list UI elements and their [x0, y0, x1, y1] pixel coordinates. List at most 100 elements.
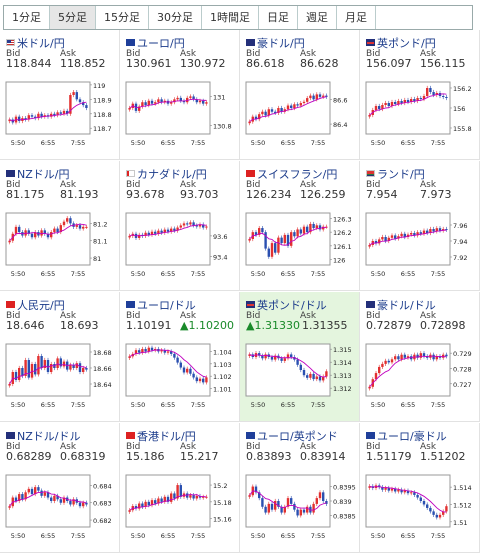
- candle: [170, 351, 173, 354]
- candle: [176, 485, 179, 499]
- price-chart[interactable]: 7.96 7.94 7.92 5:50 6:55 7:55: [360, 209, 480, 289]
- rate-panel[interactable]: ランド/円 Bid Ask 7.954 7.973 7.96 7.94 7.92 5:50 6:5…: [360, 161, 480, 291]
- candle: [403, 100, 406, 103]
- y-tick-label: 118.9: [93, 96, 112, 104]
- candle: [400, 233, 403, 237]
- candle: [24, 360, 27, 376]
- x-tick-label: 7:55: [431, 532, 446, 540]
- rate-panel[interactable]: 米ドル/円 Bid Ask 118.844 118.852 119 118.9 118.8 11…: [0, 30, 120, 160]
- rate-panel[interactable]: カナダドル/円 Bid Ask 93.678 93.703 93.6 93.4 5:50 6:5…: [120, 161, 240, 291]
- moving-average-line: [9, 223, 87, 242]
- price-chart[interactable]: 1.104 1.103 1.102 1.101 5:50 6:55 7:55: [120, 340, 240, 420]
- rate-panel[interactable]: ユーロ/円 Bid Ask 130.961 130.972 131 130.8 5:50 6:5…: [120, 30, 240, 160]
- ask-value: 118.852: [60, 57, 106, 70]
- price-chart[interactable]: 0.8395 0.839 0.8385 5:50 6:55 7:55: [240, 471, 360, 551]
- flag-icon: [6, 301, 15, 308]
- candle: [30, 233, 34, 238]
- candle: [384, 237, 387, 241]
- rate-panel[interactable]: 英ポンド/ドル Bid Ask ▲1.31330 1.31355 1.315 1.314 1.…: [240, 292, 360, 422]
- pair-link[interactable]: NZドル/ドル: [6, 428, 80, 444]
- y-tick-label: 1.314: [333, 359, 352, 367]
- y-tick-label: 81: [93, 255, 101, 263]
- tab-timeframe[interactable]: 1分足: [4, 6, 50, 29]
- rate-panel[interactable]: 豪ドル/円 Bid Ask 86.618 86.628 86.6 86.4 5:50 6:55 7…: [240, 30, 360, 160]
- price-chart[interactable]: 1.514 1.512 1.51 5:50 6:55 7:55: [360, 471, 480, 551]
- y-tick-label: 7.94: [453, 238, 467, 246]
- ask-value: 18.693: [60, 319, 99, 332]
- tab-timeframe[interactable]: 15分足: [96, 6, 149, 29]
- price-chart[interactable]: 86.6 86.4 5:50 6:55 7:55: [240, 78, 360, 158]
- candle: [43, 492, 46, 496]
- candle: [302, 101, 306, 104]
- rate-panel[interactable]: ユーロ/英ポンド Bid Ask 0.83893 0.83914 0.8395 0.839 0…: [240, 423, 360, 553]
- candle: [69, 364, 72, 370]
- pair-link[interactable]: 人民元/円: [6, 297, 65, 313]
- rate-panel[interactable]: 豪ドル/ドル Bid Ask 0.72879 0.72898 0.729 0.728 0.72…: [360, 292, 480, 422]
- price-chart[interactable]: 0.684 0.683 0.682 5:50 6:55 7:55: [0, 471, 120, 551]
- candle: [59, 225, 62, 233]
- price-chart[interactable]: 156.2 156 155.8 5:50 6:55 7:55: [360, 78, 480, 158]
- tab-timeframe[interactable]: 週足: [298, 6, 337, 29]
- candle: [426, 88, 429, 96]
- tab-timeframe[interactable]: 日足: [259, 6, 298, 29]
- pair-link[interactable]: 豪ドル/円: [246, 35, 305, 51]
- price-chart[interactable]: 18.68 18.66 18.64 5:50 6:55 7:55: [0, 340, 120, 420]
- rate-panel[interactable]: ユーロ/豪ドル Bid Ask 1.51179 1.51202 1.514 1.512 1.5…: [360, 423, 480, 553]
- pair-link[interactable]: 英ポンド/円: [366, 35, 436, 51]
- tab-timeframe[interactable]: 5分足: [50, 6, 96, 29]
- candle: [368, 486, 371, 488]
- price-chart[interactable]: 126.3 126.2 126.1 126 5:50 6:55 7:55: [240, 209, 360, 289]
- ask-label: Ask: [60, 180, 77, 190]
- candle: [368, 386, 371, 389]
- candle: [163, 350, 166, 353]
- bid-value: 1.10191: [126, 319, 172, 332]
- candle: [27, 360, 30, 378]
- candle: [394, 356, 397, 360]
- candle: [306, 98, 309, 102]
- x-tick-label: 5:50: [11, 270, 26, 278]
- ask-value: 1.31355: [302, 319, 348, 332]
- rate-panel[interactable]: ユーロ/ドル Bid Ask 1.10191 ▲1.10200 1.104 1.103 1.1…: [120, 292, 240, 422]
- candle: [163, 100, 166, 103]
- pair-link[interactable]: スイスフラン/円: [246, 166, 337, 182]
- rate-panel[interactable]: スイスフラン/円 Bid Ask 126.234 126.259 126.3 126.2 12…: [240, 161, 360, 291]
- pair-link[interactable]: 米ドル/円: [6, 35, 65, 51]
- price-chart[interactable]: 119 118.9 118.8 118.7 5:50 6:55 7:55: [0, 78, 120, 158]
- price-chart[interactable]: 131 130.8 5:50 6:55 7:55: [120, 78, 240, 158]
- pair-link[interactable]: 香港ドル/円: [126, 428, 196, 444]
- price-chart[interactable]: 1.315 1.314 1.313 1.312 5:50 6:55 7:55: [240, 340, 360, 420]
- tab-timeframe[interactable]: 1時間足: [202, 6, 259, 29]
- pair-link[interactable]: ユーロ/ドル: [126, 297, 196, 313]
- pair-link[interactable]: ユーロ/円: [126, 35, 185, 51]
- pair-link[interactable]: 豪ドル/ドル: [366, 297, 436, 313]
- pair-name: 豪ドル/円: [257, 37, 305, 50]
- candle: [435, 356, 438, 360]
- candle: [429, 229, 432, 233]
- candle: [283, 109, 286, 112]
- price-chart[interactable]: 15.2 15.18 15.16 5:50 6:55 7:55: [120, 471, 240, 551]
- candle: [410, 233, 413, 235]
- price-chart[interactable]: 81.2 81.1 81 5:50 6:55 7:55: [0, 209, 120, 289]
- pair-link[interactable]: カナダドル/円: [126, 166, 207, 182]
- price-chart[interactable]: 93.6 93.4 5:50 6:55 7:55: [120, 209, 240, 289]
- price-chart[interactable]: 0.729 0.728 0.727 5:50 6:55 7:55: [360, 340, 480, 420]
- bid-label: Bid: [6, 311, 21, 321]
- ask-number: 0.68319: [60, 450, 106, 463]
- pair-link[interactable]: 英ポンド/ドル: [246, 297, 327, 313]
- moving-average-line: [9, 101, 87, 122]
- pair-link[interactable]: NZドル/円: [6, 166, 69, 182]
- pair-link[interactable]: ユーロ/豪ドル: [366, 428, 447, 444]
- pair-link[interactable]: ランド/円: [366, 166, 425, 182]
- tab-timeframe[interactable]: 30分足: [149, 6, 202, 29]
- rate-panel[interactable]: NZドル/円 Bid Ask 81.175 81.193 81.2 81.1 81 5:50 6:…: [0, 161, 120, 291]
- candle: [322, 492, 325, 501]
- tab-timeframe[interactable]: 月足: [337, 6, 376, 29]
- rate-panel[interactable]: 香港ドル/円 Bid Ask 15.186 15.217 15.2 15.18 15.16 5:…: [120, 423, 240, 553]
- rate-panel[interactable]: 人民元/円 Bid Ask 18.646 18.693 18.68 18.66 18.64 5:…: [0, 292, 120, 422]
- rate-panel[interactable]: 英ポンド/円 Bid Ask 156.097 156.115 156.2 156 155.8 5…: [360, 30, 480, 160]
- rate-panel[interactable]: NZドル/ドル Bid Ask 0.68289 0.68319 0.684 0.683 0.6…: [0, 423, 120, 553]
- moving-average-line: [9, 491, 87, 507]
- y-tick-label: 86.4: [333, 121, 347, 129]
- plot-area: [365, 474, 451, 528]
- pair-link[interactable]: ユーロ/英ポンド: [246, 428, 338, 444]
